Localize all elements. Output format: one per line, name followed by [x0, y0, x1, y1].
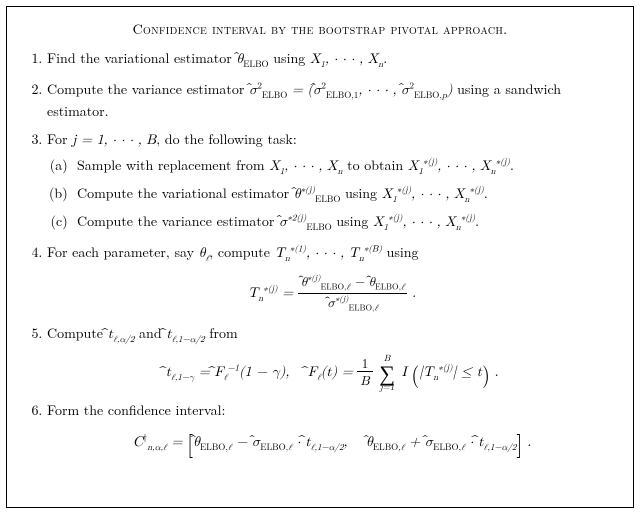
x-star-seq: X1∗(j), · · · , Xn∗(j): [408, 159, 510, 173]
step-6: Form the confidence interval: C†n,α,ℓ = …: [47, 401, 617, 458]
step-4-text-c: using: [382, 242, 419, 262]
substep-a: Sample with replacement from X1, · · · ,…: [77, 156, 617, 178]
step-4-text-b: , compute: [209, 242, 274, 262]
sub-c-1: Compute the variance estimator: [77, 211, 279, 231]
step-1-text-a: Find the variational estimator: [47, 48, 236, 68]
x-star-seq-3: X1∗(j), · · · , Xn∗(j): [373, 215, 475, 229]
sub-c-2: using: [332, 211, 373, 231]
step-5-text-c: from: [205, 323, 238, 343]
x-seq: X1, · · · , Xn: [310, 52, 383, 66]
box-title: Confidence interval by the bootstrap piv…: [23, 19, 617, 39]
eq-T: Tn∗(j) = θ∗(j)ELBO,ℓ − θELBO,ℓ σ∗(j)ELBO…: [47, 273, 617, 315]
t-1a2: tℓ,1−α/2: [166, 327, 204, 341]
step-6-text: Form the confidence interval:: [47, 400, 225, 420]
sub-b-1: Compute the variational estimator: [77, 183, 294, 203]
step-5-text-b: and: [134, 323, 166, 343]
step-4-text-a: For each parameter, say: [47, 242, 199, 262]
step-4: For each parameter, say θℓ, compute Tn∗(…: [47, 243, 617, 315]
theta-star: θ∗(j)ELBO: [294, 187, 341, 201]
sigma2-elbo: σ2ELBO = (σ2ELBO,1, · · · , σ2ELBO,p): [249, 83, 452, 97]
step-3-text-b: , do the following task:: [156, 129, 296, 149]
substep-list: Sample with replacement from X1, · · · ,…: [47, 156, 617, 234]
step-1-text-b: using: [269, 48, 310, 68]
step-5-text-a: Compute: [47, 323, 108, 343]
step-1-text-c: .: [383, 48, 387, 68]
sub-a-1: Sample with replacement from: [77, 155, 269, 175]
eq-CI: C†n,α,ℓ = [θELBO,ℓ − σELBO,ℓ · tℓ,1−α/2,…: [47, 428, 617, 458]
sub-a-3: .: [510, 155, 514, 175]
algorithm-box: Confidence interval by the bootstrap piv…: [6, 6, 634, 508]
x-star-seq-2: X1∗(j), · · · , Xn∗(j): [382, 187, 484, 201]
eq-F: tℓ,1−γ = Fℓ−1(1 − γ), Fℓ(t) = 1 B B ∑ j=…: [47, 354, 617, 392]
x-seq-2: X1, · · · , Xn: [269, 159, 342, 173]
theta-l: θℓ: [199, 246, 210, 260]
step-3: For j = 1, · · · , B, do the following t…: [47, 130, 617, 234]
sigma-star: σ∗2(j)ELBO: [279, 215, 332, 229]
step-1: Find the variational estimator θELBO usi…: [47, 49, 617, 71]
step-5: Compute tℓ,α/2 and tℓ,1−α/2 from tℓ,1−γ …: [47, 324, 617, 392]
sub-b-2: using: [340, 183, 381, 203]
sub-a-2: to obtain: [343, 155, 408, 175]
j-range: j = 1, · · · , B: [72, 133, 156, 147]
T-list: Tn∗(1), · · · , Tn∗(B): [275, 246, 382, 260]
step-3-text-a: For: [47, 129, 72, 149]
step-2-text-a: Compute the variance estimator: [47, 79, 249, 99]
t-a2: tℓ,α/2: [108, 327, 135, 341]
sub-c-3: .: [475, 211, 479, 231]
step-list: Find the variational estimator θELBO usi…: [23, 49, 617, 458]
substep-b: Compute the variational estimator θ∗(j)E…: [77, 184, 617, 206]
theta-elbo: θELBO: [236, 52, 268, 66]
step-2: Compute the variance estimator σ2ELBO = …: [47, 80, 617, 121]
sub-b-3: .: [484, 183, 488, 203]
substep-c: Compute the variance estimator σ∗2(j)ELB…: [77, 212, 617, 234]
